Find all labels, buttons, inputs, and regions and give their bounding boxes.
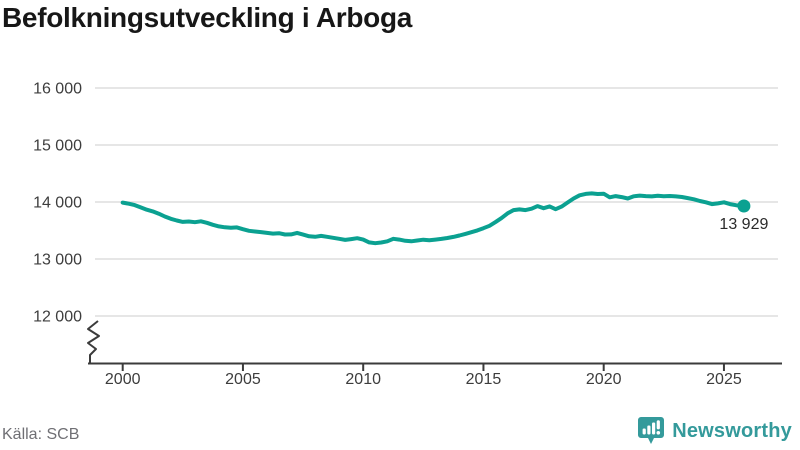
x-axis-ticks [121,363,725,371]
x-tick-label: 2005 [225,371,261,388]
y-tick-label: 12 000 [33,309,82,326]
newsworthy-logo-icon [638,417,665,444]
chart-title: Befolkningsutveckling i Arboga [2,2,413,33]
population-line [120,191,746,246]
y-tick-label: 16 000 [33,81,82,98]
x-tick-label: 2020 [586,371,622,388]
latest-value-label: 13 929 [719,216,768,233]
y-tick-label: 13 000 [33,252,82,269]
x-tick-label: 2025 [706,371,742,388]
y-tick-label: 15 000 [33,138,82,155]
x-tick-label: 2015 [466,371,502,388]
y-tick-label: 14 000 [33,195,82,212]
newsworthy-logo: Newsworthy [637,416,792,446]
x-axis-labels: 2000 2005 2010 2015 2020 2025 [105,371,742,388]
gridlines [95,87,778,317]
axis-break-zigzag [87,320,100,363]
newsworthy-logo-text: Newsworthy [672,419,792,442]
x-tick-label: 2000 [105,371,141,388]
latest-value-dot [737,199,751,213]
source-caption: Källa: SCB [2,426,80,443]
x-tick-label: 2010 [345,371,381,388]
y-axis-labels: 16 000 15 000 14 000 13 000 12 000 [33,81,82,326]
